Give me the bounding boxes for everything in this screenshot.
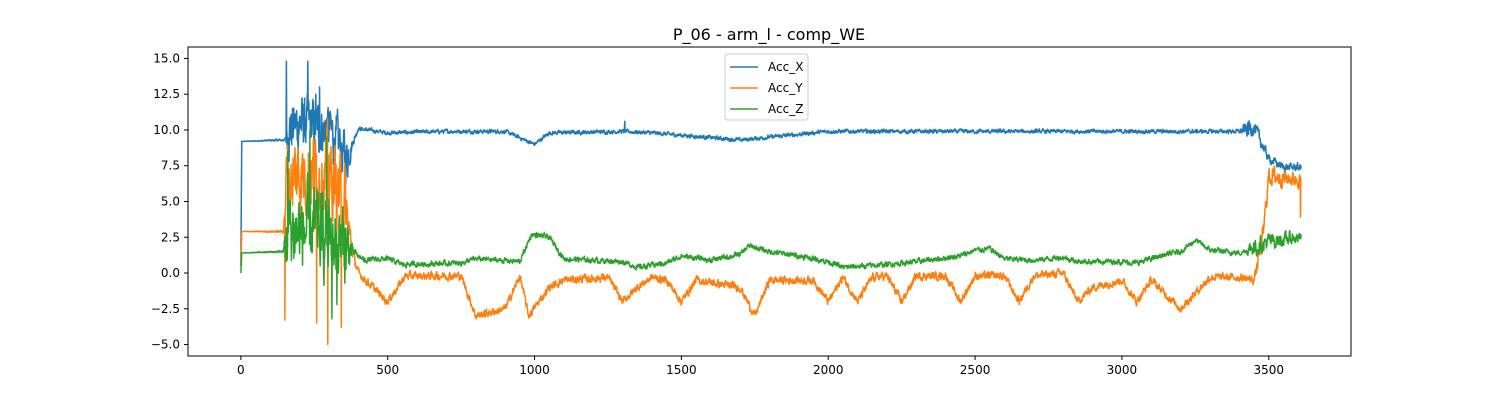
x-tick-label: 3000	[1107, 363, 1138, 377]
legend-box	[724, 53, 809, 121]
y-tick-label: −5.0	[151, 338, 180, 352]
x-tick-label: 0	[237, 363, 245, 377]
y-tick-label: 2.5	[161, 230, 180, 244]
legend-label: Acc_Z	[768, 102, 803, 116]
x-tick-label: 3500	[1253, 363, 1284, 377]
y-tick-label: 5.0	[161, 195, 180, 209]
y-tick-label: 15.0	[153, 51, 180, 65]
x-tick-label: 2000	[813, 363, 844, 377]
chart-title: P_06 - arm_l - comp_WE	[673, 25, 865, 45]
y-tick-label: 10.0	[153, 123, 180, 137]
x-tick-label: 1500	[666, 363, 697, 377]
series-line-acc-y	[240, 117, 1302, 346]
x-axis: 0 500 1000 1500 2000 2500 3000 3500	[237, 356, 1284, 377]
x-tick-label: 2500	[960, 363, 991, 377]
series-line-acc-x	[240, 60, 1302, 266]
series-layer	[240, 60, 1302, 346]
legend: Acc_X Acc_Y Acc_Z	[724, 53, 809, 121]
y-tick-label: 7.5	[161, 159, 180, 173]
legend-label: Acc_Y	[768, 81, 803, 95]
y-axis: −5.0 −2.5 0.0 2.5 5.0 7.5 10.0 12.5 15.0	[151, 51, 188, 352]
y-tick-label: 0.0	[161, 266, 180, 280]
x-tick-label: 1000	[519, 363, 550, 377]
y-tick-label: 12.5	[153, 87, 180, 101]
x-tick-label: 500	[376, 363, 399, 377]
legend-label: Acc_X	[768, 60, 803, 74]
series-line-acc-z	[240, 129, 1302, 320]
y-tick-label: −2.5	[151, 302, 180, 316]
